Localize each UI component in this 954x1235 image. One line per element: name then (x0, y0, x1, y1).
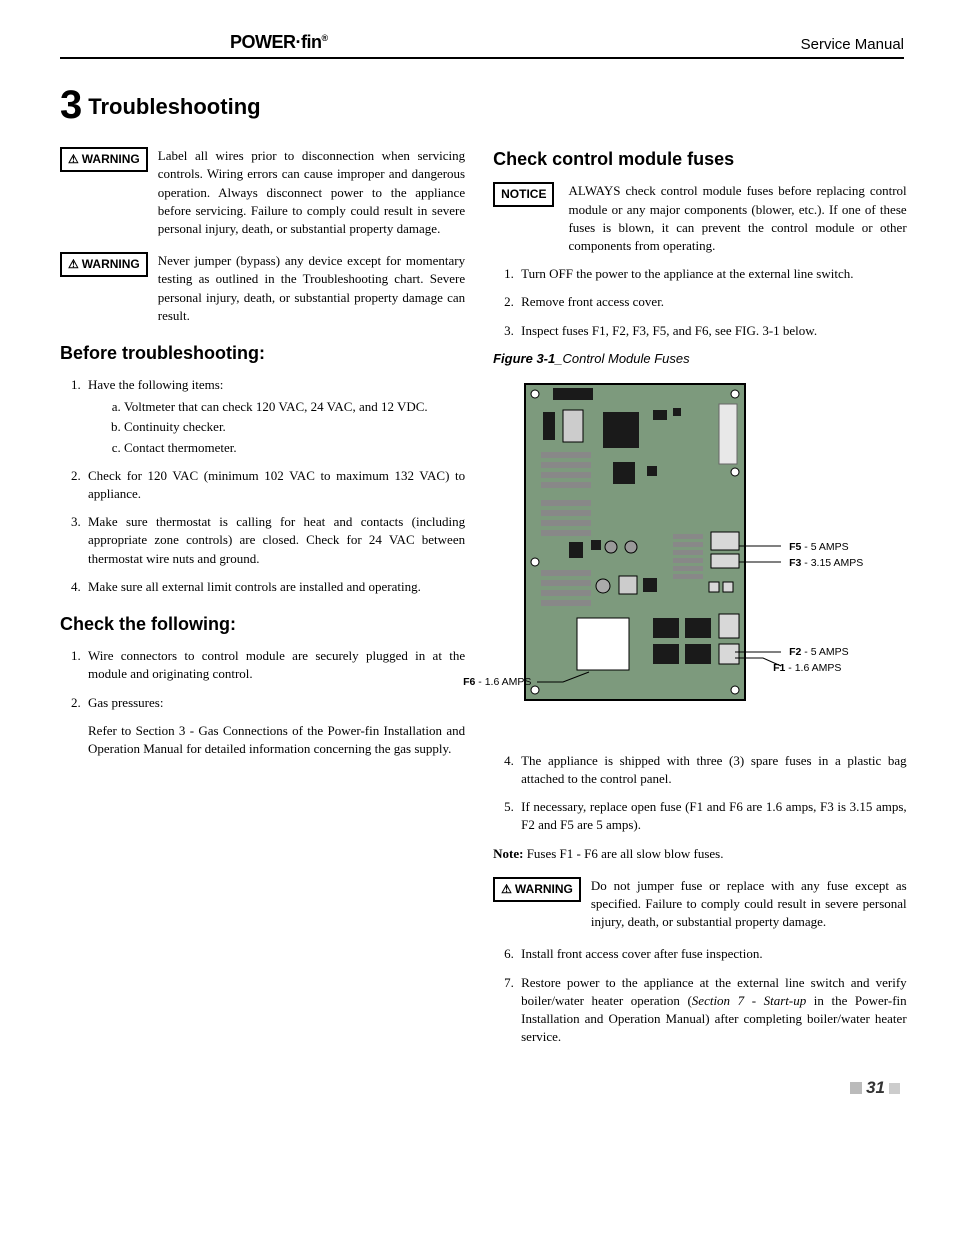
fuse-steps-3: Install front access cover after fuse in… (493, 945, 907, 1046)
chapter-number: 3 (60, 83, 82, 127)
list-item: Continuity checker. (124, 418, 465, 436)
fuse-label-f5: F5 - 5 AMPS (789, 540, 849, 555)
chapter-title: Troubleshooting (88, 94, 260, 119)
chapter-heading: 3Troubleshooting (60, 77, 904, 133)
warning-badge: ⚠WARNING (60, 147, 148, 172)
notice-block: NOTICE ALWAYS check control module fuses… (493, 182, 907, 255)
pcb-svg (523, 382, 783, 702)
list-item: Turn OFF the power to the appliance at t… (517, 265, 907, 283)
left-column: ⚠WARNING Label all wires prior to discon… (60, 147, 465, 1056)
brand-logo: POWER·fin® (230, 30, 328, 55)
pcb-figure: F5 - 5 AMPS F3 - 3.15 AMPS F2 - 5 AMPS F… (493, 382, 907, 742)
fuse-note: Note: Fuses F1 - F6 are all slow blow fu… (493, 845, 907, 863)
list-item: Make sure all external limit controls ar… (84, 578, 465, 596)
warning-text-1: Label all wires prior to disconnection w… (158, 147, 465, 238)
heading-check-fuses: Check control module fuses (493, 147, 907, 172)
list-item: Make sure thermostat is calling for heat… (84, 513, 465, 568)
header-bar: POWER·fin® Service Manual (60, 30, 904, 59)
warning-text-3: Do not jumper fuse or replace with any f… (591, 877, 907, 932)
fuse-label-f3: F3 - 3.15 AMPS (789, 556, 863, 571)
warning-text-2: Never jumper (bypass) any device except … (158, 252, 465, 325)
list-item: Remove front access cover. (517, 293, 907, 311)
list-item: Contact thermometer. (124, 439, 465, 457)
heading-check-following: Check the following: (60, 612, 465, 637)
page-ornament-icon (850, 1082, 862, 1094)
check-list: Wire connectors to control module are se… (60, 647, 465, 758)
warning-block-3: ⚠WARNING Do not jumper fuse or replace w… (493, 877, 907, 932)
list-item: Voltmeter that can check 120 VAC, 24 VAC… (124, 398, 465, 416)
warning-block-1: ⚠WARNING Label all wires prior to discon… (60, 147, 465, 238)
page-ornament-icon (889, 1083, 900, 1094)
warning-badge: ⚠WARNING (60, 252, 148, 277)
list-item: Restore power to the appliance at the ex… (517, 974, 907, 1047)
page-number: 31 (60, 1076, 904, 1100)
notice-badge: NOTICE (493, 182, 554, 207)
fuse-label-f1: F1 - 1.6 AMPS (773, 661, 841, 676)
gas-pressure-note: Refer to Section 3 - Gas Connections of … (88, 722, 465, 758)
fuse-label-f6: F6 - 1.6 AMPS (463, 675, 531, 690)
list-item: If necessary, replace open fuse (F1 and … (517, 798, 907, 834)
manual-label: Service Manual (801, 34, 904, 55)
warning-icon: ⚠ (501, 882, 512, 896)
warning-icon: ⚠ (68, 257, 79, 271)
fuse-steps-1: Turn OFF the power to the appliance at t… (493, 265, 907, 340)
list-item: Install front access cover after fuse in… (517, 945, 907, 963)
list-item: Inspect fuses F1, F2, F3, F5, and F6, se… (517, 322, 907, 340)
before-list: Have the following items: Voltmeter that… (60, 376, 465, 596)
warning-icon: ⚠ (68, 152, 79, 166)
list-item: Wire connectors to control module are se… (84, 647, 465, 683)
two-column-layout: ⚠WARNING Label all wires prior to discon… (60, 147, 904, 1056)
figure-caption: Figure 3-1_Control Module Fuses (493, 350, 907, 368)
list-item: Check for 120 VAC (minimum 102 VAC to ma… (84, 467, 465, 503)
heading-before-troubleshooting: Before troubleshooting: (60, 341, 465, 366)
list-item: Gas pressures: Refer to Section 3 - Gas … (84, 694, 465, 759)
right-column: Check control module fuses NOTICE ALWAYS… (493, 147, 907, 1056)
warning-block-2: ⚠WARNING Never jumper (bypass) any devic… (60, 252, 465, 325)
fuse-steps-2: The appliance is shipped with three (3) … (493, 752, 907, 835)
fuse-label-f2: F2 - 5 AMPS (789, 645, 849, 660)
sublist: Voltmeter that can check 120 VAC, 24 VAC… (88, 398, 465, 457)
list-item: Have the following items: Voltmeter that… (84, 376, 465, 457)
list-item: The appliance is shipped with three (3) … (517, 752, 907, 788)
notice-text: ALWAYS check control module fuses before… (568, 182, 906, 255)
warning-badge: ⚠WARNING (493, 877, 581, 902)
